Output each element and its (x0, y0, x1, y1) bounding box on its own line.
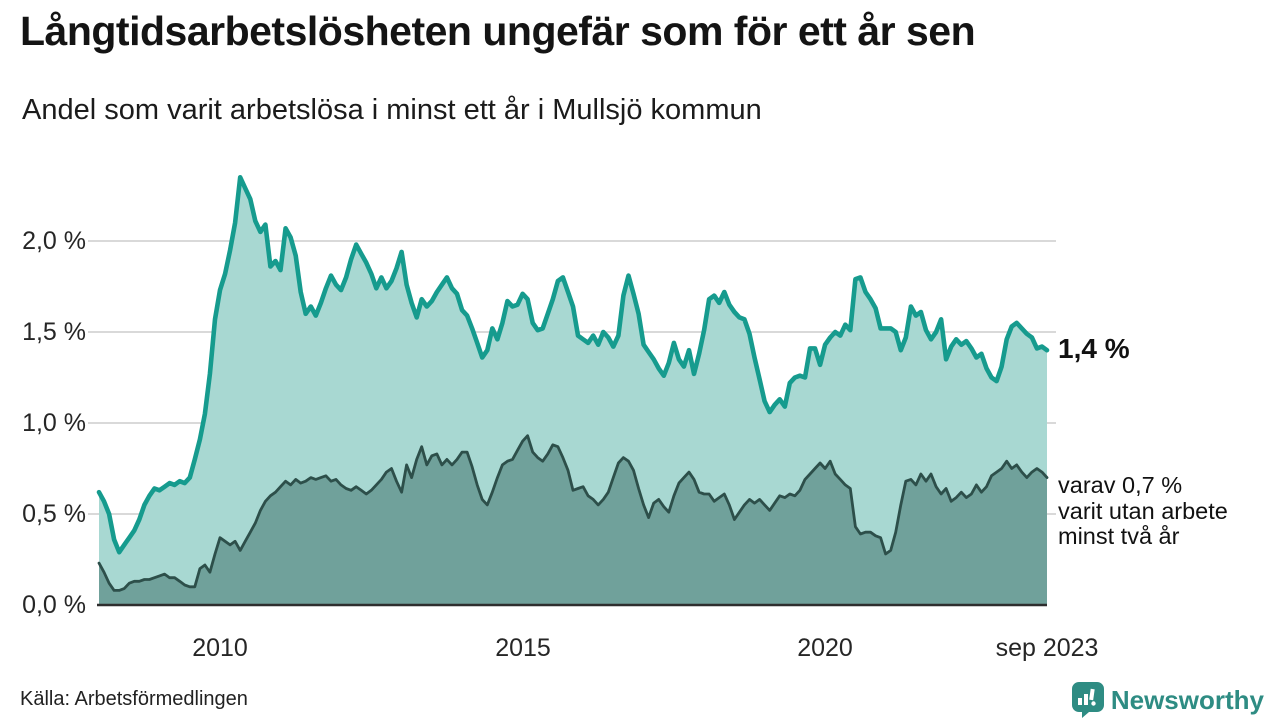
series1-end-value-label: 1,4 % (1058, 333, 1130, 364)
x-axis-tick-label: sep 2023 (995, 634, 1099, 662)
series2-annotation: varav 0,7 % varit utan arbete minst två … (1058, 472, 1228, 550)
series2-annotation-line: minst två år (1058, 523, 1180, 549)
newsworthy-speech-bubble-icon (1071, 682, 1104, 718)
x-axis-tick-label: 2015 (495, 634, 551, 662)
newsworthy-logo: Newsworthy (1071, 682, 1264, 718)
series2-annotation-line: varit utan arbete (1058, 497, 1228, 524)
page-title: Långtidsarbetslösheten ungefär som för e… (20, 8, 976, 54)
newsworthy-wordmark: Newsworthy (1110, 684, 1264, 715)
y-axis-tick-label: 0,5 % (22, 500, 86, 528)
page-subtitle: Andel som varit arbetslösa i minst ett å… (22, 94, 762, 126)
y-axis-tick-label: 2,0 % (22, 227, 86, 255)
y-axis-tick-label: 0,0 % (22, 591, 86, 619)
x-axis-tick-label: 2020 (797, 634, 853, 662)
y-axis-tick-label: 1,5 % (22, 318, 86, 346)
source-note: Källa: Arbetsförmedlingen (20, 688, 248, 710)
y-axis-tick-label: 1,0 % (22, 409, 86, 437)
series2-annotation-line: varav 0,7 % (1058, 472, 1183, 498)
x-axis-tick-label: 2010 (192, 634, 248, 662)
